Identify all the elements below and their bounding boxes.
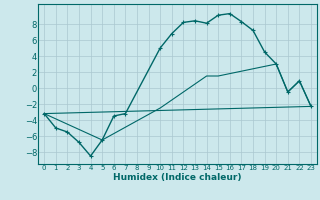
X-axis label: Humidex (Indice chaleur): Humidex (Indice chaleur) <box>113 173 242 182</box>
